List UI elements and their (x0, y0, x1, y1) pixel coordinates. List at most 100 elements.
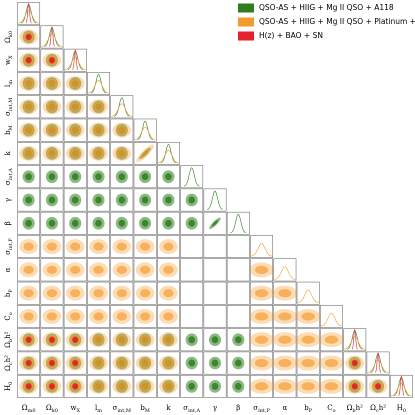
panel (157, 351, 180, 375)
label-main: Ω (347, 404, 353, 412)
contour-inner (324, 335, 339, 344)
label-main: Ω (370, 404, 376, 412)
panel (343, 351, 367, 375)
label-main: b (304, 404, 309, 412)
contour-inner (118, 219, 126, 227)
panel (110, 281, 134, 305)
label-main: Ω (4, 37, 12, 43)
label-sub: b (8, 339, 14, 342)
panel (273, 305, 297, 328)
axis-label: bP (304, 404, 312, 414)
axis-label: k (166, 404, 171, 412)
panel (180, 328, 204, 352)
panel (87, 258, 110, 282)
panel (157, 165, 180, 189)
panel (180, 211, 204, 235)
marginal-curve (20, 4, 37, 24)
contour-inner (165, 173, 172, 181)
panel (40, 235, 64, 258)
contour-inner (234, 336, 242, 344)
contour-inner (140, 148, 150, 159)
contour-inner (301, 382, 315, 391)
label-sub: int,M (117, 408, 131, 414)
panel (296, 281, 320, 305)
contour-inner (139, 265, 151, 274)
contour-inner (93, 382, 104, 391)
contour-inner (139, 289, 151, 298)
label-main: b (4, 130, 12, 135)
label-main: σ (4, 111, 12, 116)
contour-inner (116, 242, 127, 251)
contour-inner (93, 126, 104, 135)
contour-inner (163, 265, 174, 274)
panel (63, 95, 87, 119)
axis-label: k (4, 151, 12, 156)
panel (87, 374, 110, 398)
panel (180, 281, 204, 305)
marginal-curve (274, 266, 296, 280)
contour-inner (188, 219, 196, 227)
marginal-curve (134, 126, 156, 140)
axis-label: β (236, 404, 240, 412)
contour-inner (73, 338, 77, 342)
panel (17, 2, 41, 26)
contour-inner (46, 102, 58, 111)
panel (17, 72, 41, 95)
label-main: β (236, 404, 240, 412)
panel (110, 142, 134, 165)
panel (250, 351, 273, 375)
contour-inner (141, 219, 149, 227)
contour-inner (71, 173, 79, 181)
contour-inner (163, 242, 174, 251)
panel (63, 258, 87, 282)
contour-inner (25, 196, 32, 204)
contour-inner (188, 196, 196, 204)
label-sub: o (333, 408, 336, 414)
label-main: Ω (4, 365, 12, 371)
contour-inner (46, 242, 58, 251)
panel (110, 374, 134, 398)
label-main: γ (213, 404, 217, 412)
contour-inner (254, 382, 269, 391)
panel (343, 328, 367, 352)
panel (157, 328, 180, 352)
contour-inner (324, 358, 339, 368)
label-sub: X (8, 55, 14, 59)
panel (203, 351, 227, 375)
label-sub: M (145, 408, 150, 414)
contour-inner (46, 312, 58, 321)
panel (180, 188, 204, 212)
axis-label: bM (140, 404, 150, 414)
panel (180, 235, 204, 258)
panel (63, 48, 87, 72)
contour-inner (278, 335, 292, 344)
contour-inner (50, 58, 54, 62)
axis-label: Ωk0 (4, 31, 14, 43)
panel (366, 374, 390, 398)
contour-inner (73, 361, 77, 365)
label-sub: k0 (8, 31, 14, 37)
panel (133, 118, 157, 142)
contour-inner (23, 126, 34, 135)
marginal-curve (375, 352, 382, 373)
label-sub: int,M (8, 98, 14, 112)
contour-inner (23, 79, 34, 88)
contour-inner (376, 384, 380, 389)
axis-label: σint,P (4, 238, 14, 255)
panel (40, 281, 64, 305)
marginal-curve (137, 120, 153, 140)
label-sub: c (376, 408, 379, 414)
panel (63, 188, 87, 212)
panel (87, 351, 110, 375)
marginal-curve (113, 97, 130, 117)
panel (63, 281, 87, 305)
contour-inner (211, 382, 219, 390)
contour-inner (50, 338, 54, 342)
contour-inner (26, 361, 31, 365)
label-sub: k0 (52, 408, 58, 414)
label-main: b (140, 404, 145, 412)
panel (40, 328, 64, 352)
legend-label: QSO-AS + HIIG + Mg II QSO + Platinum + A… (259, 17, 415, 26)
label-main: σ (183, 404, 188, 412)
